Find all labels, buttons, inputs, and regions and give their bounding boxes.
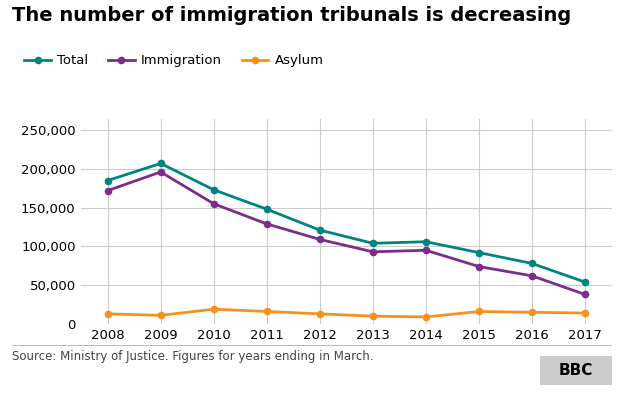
Text: Source: Ministry of Justice. Figures for years ending in March.: Source: Ministry of Justice. Figures for… — [12, 350, 374, 363]
Text: The number of immigration tribunals is decreasing: The number of immigration tribunals is d… — [12, 6, 572, 25]
Text: BBC: BBC — [558, 363, 593, 378]
Legend: Total, Immigration, Asylum: Total, Immigration, Asylum — [19, 49, 329, 72]
